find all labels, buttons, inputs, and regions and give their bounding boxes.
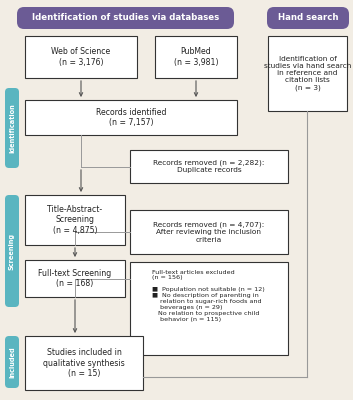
FancyBboxPatch shape	[5, 88, 19, 168]
FancyBboxPatch shape	[25, 260, 125, 297]
Text: Screening: Screening	[9, 232, 15, 270]
Text: Records removed (n = 2,282):
Duplicate records: Records removed (n = 2,282): Duplicate r…	[153, 160, 265, 173]
FancyBboxPatch shape	[130, 262, 288, 355]
FancyBboxPatch shape	[5, 336, 19, 388]
FancyBboxPatch shape	[5, 195, 19, 307]
Text: Title-Abstract-
Screening
(n = 4,875): Title-Abstract- Screening (n = 4,875)	[47, 205, 103, 235]
FancyBboxPatch shape	[130, 150, 288, 183]
FancyBboxPatch shape	[25, 336, 143, 390]
Text: Identification of studies via databases: Identification of studies via databases	[32, 14, 219, 22]
Text: Identification: Identification	[9, 103, 15, 153]
FancyBboxPatch shape	[130, 210, 288, 254]
Text: Included: Included	[9, 346, 15, 378]
Text: Identification of
studies via hand search
in reference and
citation lists
(n = 3: Identification of studies via hand searc…	[264, 56, 351, 91]
FancyBboxPatch shape	[267, 7, 349, 29]
Text: Web of Science
(n = 3,176): Web of Science (n = 3,176)	[52, 47, 110, 67]
Text: Full-text articles excluded
(n = 156)

■  Population not suitable (n = 12)
■  No: Full-text articles excluded (n = 156) ■ …	[152, 270, 265, 322]
Text: PubMed
(n = 3,981): PubMed (n = 3,981)	[174, 47, 218, 67]
FancyBboxPatch shape	[268, 36, 347, 111]
FancyBboxPatch shape	[25, 100, 237, 135]
FancyBboxPatch shape	[17, 7, 234, 29]
Text: Records identified
(n = 7,157): Records identified (n = 7,157)	[96, 108, 166, 127]
FancyBboxPatch shape	[25, 195, 125, 245]
FancyBboxPatch shape	[25, 36, 137, 78]
Text: Records removed (n = 4,707):
After reviewing the inclusion
criteria: Records removed (n = 4,707): After revie…	[153, 222, 265, 242]
Text: Full-text Screening
(n = 168): Full-text Screening (n = 168)	[38, 269, 112, 288]
Text: Studies included in
qualitative synthesis
(n = 15): Studies included in qualitative synthesi…	[43, 348, 125, 378]
FancyBboxPatch shape	[155, 36, 237, 78]
Text: Hand search: Hand search	[278, 14, 338, 22]
